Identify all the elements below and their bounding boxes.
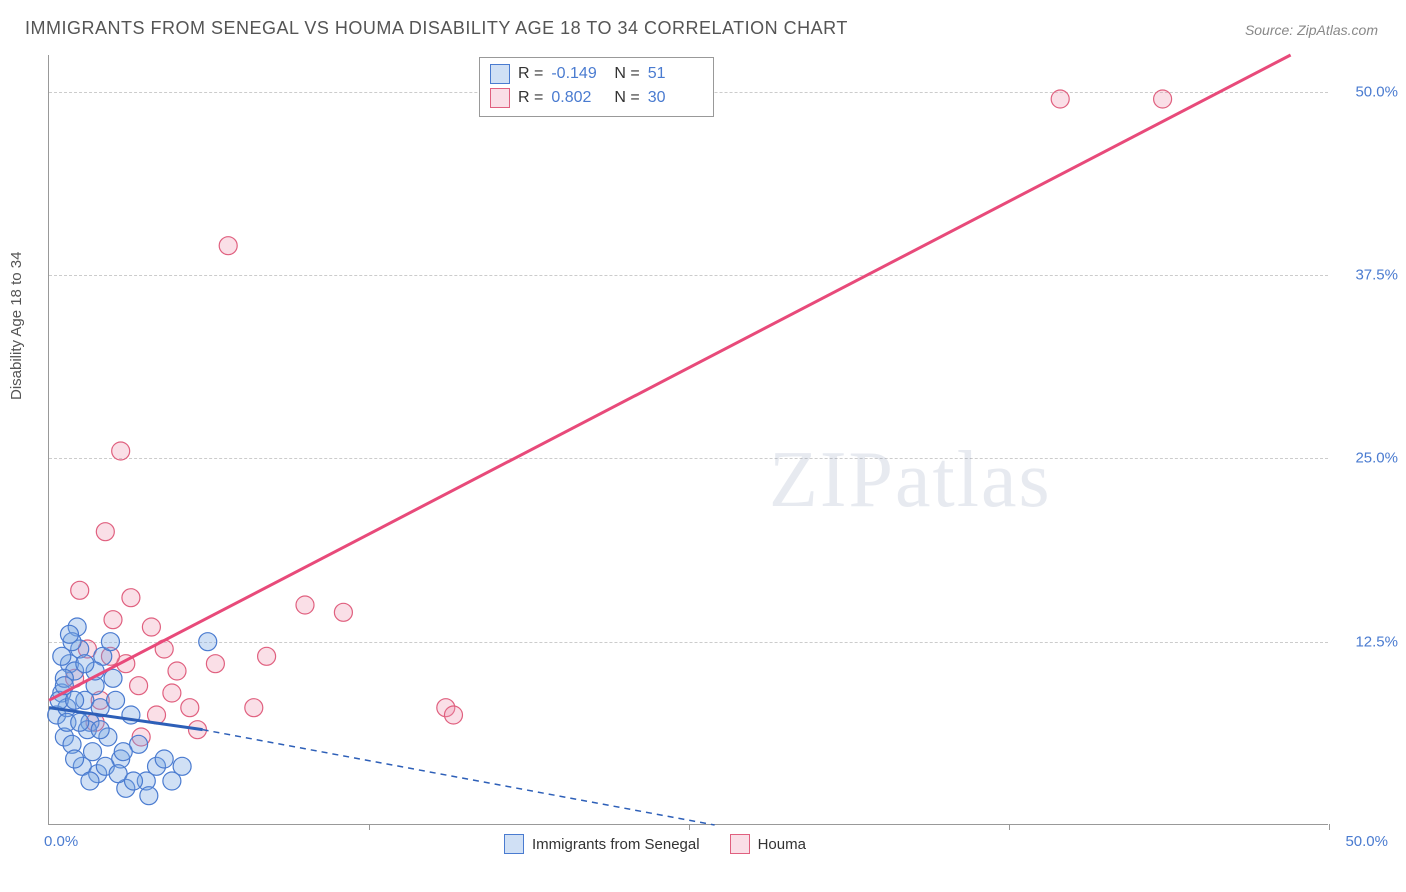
x-tick-mark: [1009, 824, 1010, 830]
legend-item-houma: Houma: [730, 834, 806, 854]
data-point: [296, 596, 314, 614]
data-point: [163, 772, 181, 790]
data-point: [66, 750, 84, 768]
x-tick-mark: [369, 824, 370, 830]
series-legend: Immigrants from Senegal Houma: [504, 834, 806, 854]
data-point: [71, 581, 89, 599]
data-point: [1051, 90, 1069, 108]
data-point: [206, 655, 224, 673]
data-point: [181, 699, 199, 717]
data-point: [104, 611, 122, 629]
n-label: N =: [614, 89, 639, 107]
y-tick-label: 12.5%: [1338, 633, 1398, 650]
data-point: [91, 721, 109, 739]
watermark-zip: ZIP: [769, 436, 895, 524]
legend-swatch-senegal: [490, 64, 510, 84]
legend-row-houma: R = 0.802 N = 30: [490, 86, 703, 110]
data-point: [124, 772, 142, 790]
y-axis-label: Disability Age 18 to 34: [8, 252, 25, 400]
data-point: [66, 691, 84, 709]
data-point: [81, 772, 99, 790]
data-point: [84, 743, 102, 761]
legend-swatch-houma: [490, 88, 510, 108]
data-point: [122, 589, 140, 607]
data-point: [107, 691, 125, 709]
r-label: R =: [518, 65, 543, 83]
legend-label-houma: Houma: [758, 836, 806, 853]
y-tick-label: 37.5%: [1338, 267, 1398, 284]
n-value-houma: 30: [648, 89, 703, 107]
data-point: [96, 523, 114, 541]
data-point: [112, 442, 130, 460]
data-point: [199, 633, 217, 651]
regression-line-senegal-dashed: [203, 730, 715, 825]
x-tick-mark: [689, 824, 690, 830]
plot-area: 12.5%25.0%37.5%50.0% 0.0% 50.0% R = -0.1…: [48, 55, 1328, 825]
data-point: [219, 237, 237, 255]
y-tick-label: 50.0%: [1338, 83, 1398, 100]
legend-swatch-houma-bottom: [730, 834, 750, 854]
data-point: [71, 713, 89, 731]
watermark-atlas: atlas: [895, 436, 1052, 524]
r-value-houma: 0.802: [551, 89, 606, 107]
data-point: [114, 743, 132, 761]
x-tick-mark: [1329, 824, 1330, 830]
data-point: [155, 750, 173, 768]
chart-title: IMMIGRANTS FROM SENEGAL VS HOUMA DISABIL…: [25, 18, 848, 39]
legend-item-senegal: Immigrants from Senegal: [504, 834, 700, 854]
data-point: [258, 647, 276, 665]
data-point: [1154, 90, 1172, 108]
legend-row-senegal: R = -0.149 N = 51: [490, 62, 703, 86]
legend-swatch-senegal-bottom: [504, 834, 524, 854]
data-point: [245, 699, 263, 717]
regression-line-houma: [49, 55, 1291, 700]
legend-label-senegal: Immigrants from Senegal: [532, 836, 700, 853]
data-point: [76, 655, 94, 673]
chart-svg: [49, 55, 1328, 824]
source-attribution: Source: ZipAtlas.com: [1245, 22, 1378, 38]
data-point: [444, 706, 462, 724]
data-point: [168, 662, 186, 680]
correlation-legend: R = -0.149 N = 51 R = 0.802 N = 30: [479, 57, 714, 117]
data-point: [334, 603, 352, 621]
r-value-senegal: -0.149: [551, 65, 606, 83]
n-label: N =: [614, 65, 639, 83]
watermark: ZIPatlas: [769, 435, 1052, 526]
x-max-tick: 50.0%: [1345, 833, 1388, 850]
data-point: [101, 633, 119, 651]
x-origin-tick: 0.0%: [44, 833, 78, 850]
data-point: [163, 684, 181, 702]
y-tick-label: 25.0%: [1338, 450, 1398, 467]
data-point: [140, 787, 158, 805]
data-point: [53, 647, 71, 665]
n-value-senegal: 51: [648, 65, 703, 83]
data-point: [60, 625, 78, 643]
r-label: R =: [518, 89, 543, 107]
data-point: [130, 677, 148, 695]
data-point: [142, 618, 160, 636]
